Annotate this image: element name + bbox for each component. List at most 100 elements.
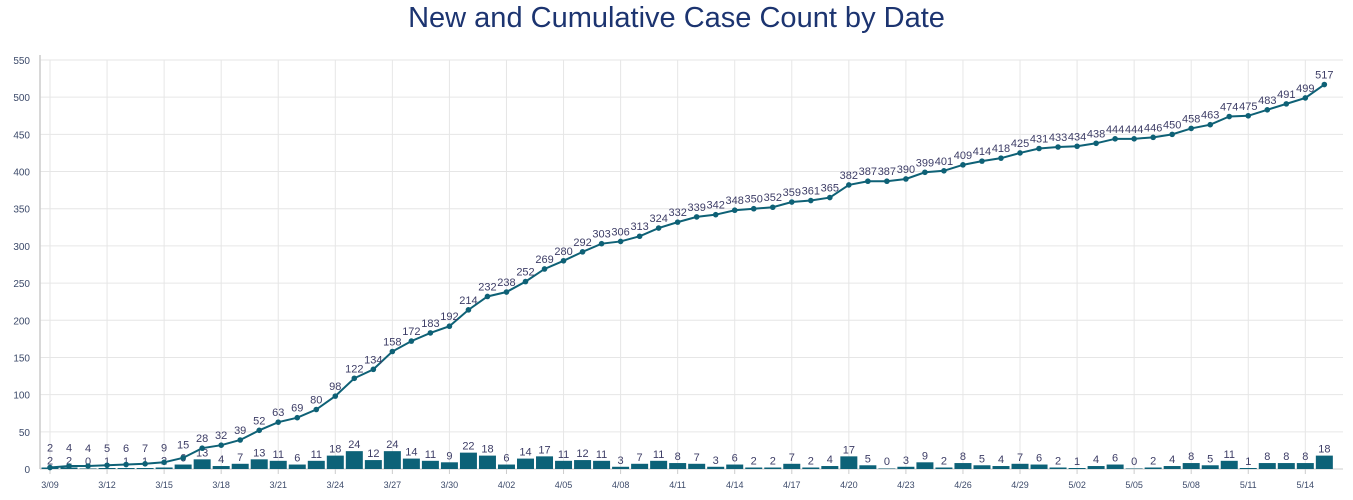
line-data-label: 324: [649, 213, 667, 225]
bar-data-label: 2: [66, 456, 72, 468]
y-tick-label: 550: [13, 56, 30, 67]
bar-data-label: 2: [1150, 456, 1156, 468]
cumulative-point: [579, 249, 586, 255]
bar-new-cases: [250, 459, 268, 469]
bar-new-cases: [935, 467, 953, 469]
cumulative-point: [598, 240, 605, 247]
line-data-label: 158: [383, 337, 401, 349]
cumulative-point: [769, 204, 776, 211]
line-data-label: 4: [85, 443, 91, 455]
bar-data-label: 11: [273, 449, 284, 461]
line-data-label: 438: [1087, 128, 1105, 140]
bar-new-cases: [859, 465, 877, 469]
bar-data-label: 22: [462, 441, 474, 453]
cumulative-point: [1017, 150, 1023, 156]
cumulative-point: [827, 194, 833, 201]
y-tick-label: 150: [13, 353, 30, 364]
y-tick-label: 450: [13, 130, 30, 141]
cumulative-line: [49, 83, 1325, 469]
bar-new-cases: [1201, 465, 1219, 469]
line-data-label: 446: [1144, 122, 1162, 134]
cumulative-point: [998, 155, 1004, 161]
cumulative-point: [465, 307, 472, 313]
bar-data-label: 5: [865, 453, 871, 465]
bar-data-label: 13: [253, 447, 265, 459]
bar-data-label: 2: [751, 456, 757, 468]
y-tick-label: 50: [19, 428, 31, 439]
bar-new-cases: [669, 463, 687, 469]
bar-data-label: 7: [694, 452, 700, 464]
bar-data-label: 6: [294, 453, 300, 465]
line-data-label: 292: [573, 237, 591, 249]
line-data-label: 122: [345, 363, 363, 375]
bar-new-cases: [402, 458, 420, 469]
line-data-label: 499: [1296, 83, 1314, 95]
bar-data-label: 7: [789, 452, 795, 464]
cumulative-point: [1245, 112, 1252, 119]
cumulative-point: [808, 197, 814, 204]
bar-new-cases: [383, 451, 401, 469]
bar-data-label: 5: [979, 453, 985, 465]
line-data-label: 491: [1277, 89, 1295, 101]
bar-data-label: 9: [446, 450, 452, 462]
line-data-label: 365: [821, 183, 839, 195]
y-tick-label: 350: [13, 205, 30, 216]
bar-new-cases: [517, 458, 534, 469]
bar-data-label: 18: [1318, 444, 1330, 456]
bar-new-cases: [840, 456, 858, 469]
line-data-label: 359: [783, 187, 801, 199]
line-data-label: 475: [1239, 101, 1257, 113]
line-data-label: 80: [310, 395, 322, 407]
x-tick-label: 3/30: [441, 480, 459, 490]
line-data-label: 232: [478, 281, 496, 293]
bar-new-cases: [288, 464, 306, 469]
bar-new-cases: [764, 467, 782, 469]
bar-new-cases: [574, 460, 592, 469]
bar-data-label: 8: [1188, 451, 1194, 463]
bar-new-cases: [193, 459, 211, 469]
bar-data-label: 1: [1074, 456, 1080, 468]
bar-data-label: 0: [85, 456, 91, 468]
line-data-label: 418: [992, 143, 1010, 155]
bar-data-label: 6: [732, 453, 738, 465]
line-data-label: 9: [161, 443, 167, 455]
bar-data-label: 5: [1207, 453, 1213, 465]
bar-data-label: 1: [104, 456, 110, 468]
bar-new-cases: [650, 460, 668, 469]
x-tick-label: 4/23: [897, 480, 915, 490]
bar-new-cases: [1106, 464, 1124, 469]
bar-new-cases: [1277, 463, 1295, 469]
bar-data-label: 0: [1131, 456, 1137, 468]
cumulative-point: [1169, 131, 1175, 138]
cumulative-point: [142, 460, 148, 467]
cumulative-point: [1321, 81, 1328, 88]
bar-new-cases: [1182, 463, 1200, 469]
line-data-label: 7: [142, 443, 148, 455]
bar-data-label: 11: [1224, 449, 1235, 461]
bar-data-label: 14: [519, 447, 531, 459]
cumulative-point: [161, 459, 167, 466]
line-data-label: 252: [516, 267, 534, 279]
bar-data-label: 11: [425, 449, 436, 461]
cumulative-point: [104, 462, 110, 469]
bar-data-label: 2: [47, 456, 53, 468]
bar-data-label: 4: [218, 454, 224, 466]
line-data-label: 387: [859, 166, 877, 178]
line-data-label: 15: [177, 440, 189, 452]
x-tick-label: 5/08: [1182, 480, 1200, 490]
cumulative-point: [370, 366, 377, 373]
line-data-label: 382: [840, 170, 858, 182]
bar-new-cases: [136, 468, 154, 469]
line-data-label: 214: [459, 295, 477, 307]
bar-data-label: 8: [1302, 451, 1308, 463]
cumulative-point: [541, 266, 548, 272]
bar-new-cases: [345, 451, 363, 469]
x-tick-label: 4/14: [726, 480, 744, 490]
bar-data-label: 2: [941, 456, 947, 468]
line-data-label: 425: [1011, 138, 1029, 150]
line-data-label: 348: [726, 195, 744, 207]
cumulative-point: [522, 278, 529, 285]
bar-data-label: 8: [675, 451, 681, 463]
bar-data-label: 24: [386, 439, 398, 451]
bar-new-cases: [1011, 463, 1029, 469]
